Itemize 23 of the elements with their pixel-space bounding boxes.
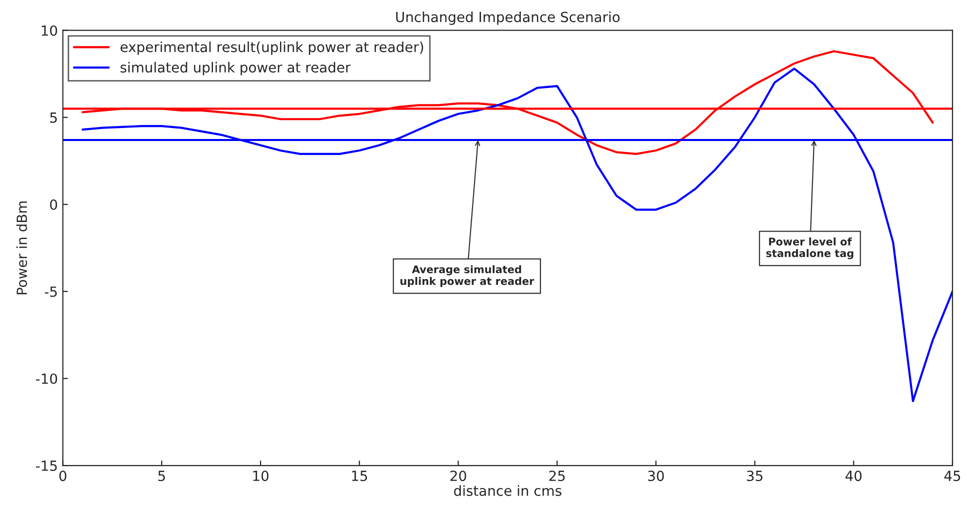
legend-label: simulated uplink power at reader — [120, 62, 351, 76]
x-tick-label: 15 — [352, 470, 368, 482]
x-tick-label: 45 — [944, 470, 960, 482]
legend-label: experimental result(uplink power at reader) — [120, 41, 424, 55]
x-axis-title: distance in cms — [454, 485, 562, 496]
chart-title: Unchanged Impedance Scenario — [396, 11, 620, 25]
y-tick-label: 5 — [50, 112, 57, 123]
x-tick-label: 25 — [549, 470, 565, 482]
y-tick-label: -15 — [36, 460, 57, 471]
y-tick-label: 10 — [42, 25, 58, 36]
x-tick-label: 10 — [253, 470, 268, 482]
y-tick-label: 0 — [50, 199, 58, 210]
x-tick-label: 5 — [158, 470, 165, 482]
x-tick-label: 40 — [845, 470, 862, 482]
x-tick-label: 20 — [450, 470, 466, 482]
annotation: Average simulated uplink power at reader — [400, 265, 534, 288]
y-tick-label: -10 — [36, 373, 58, 384]
y-tick-label: -5 — [44, 286, 57, 297]
annotation: Power level of standalone tag — [766, 237, 854, 260]
x-tick-label: 35 — [747, 470, 762, 482]
y-axis-title: Power in dBm — [16, 201, 28, 294]
x-tick-label: 0 — [59, 470, 66, 482]
x-tick-label: 30 — [648, 470, 664, 482]
